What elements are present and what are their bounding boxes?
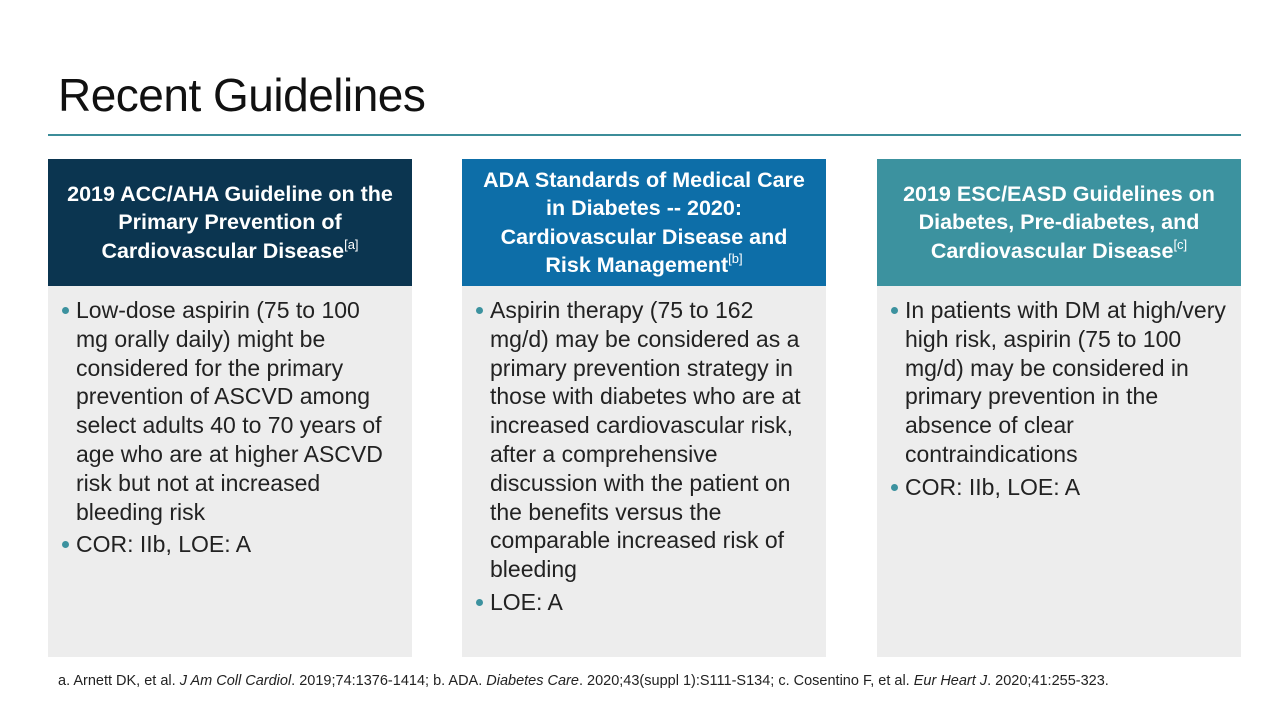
journal-name: J Am Coll Cardiol — [179, 673, 292, 689]
card-header: 2019 ACC/AHA Guideline on the Primary Pr… — [48, 159, 412, 286]
bullet-item: COR: IIb, LOE: A — [889, 473, 1227, 502]
bullet-dot-icon — [891, 307, 898, 314]
card-reference: [a] — [344, 236, 359, 252]
bullet-list: Low-dose aspirin (75 to 100 mg orally da… — [60, 296, 398, 559]
card-body: Aspirin therapy (75 to 162 mg/d) may be … — [462, 286, 826, 657]
references-footnote: a. Arnett DK, et al. J Am Coll Cardiol. … — [58, 671, 1218, 692]
card-header-text: 2019 ESC/EASD Guidelines on Diabetes, Pr… — [903, 181, 1215, 263]
bullet-item: Low-dose aspirin (75 to 100 mg orally da… — [60, 296, 398, 526]
guideline-card-ada: ADA Standards of Medical Care in Diabete… — [462, 159, 826, 657]
bullet-item: LOE: A — [474, 588, 812, 617]
card-header-text: 2019 ACC/AHA Guideline on the Primary Pr… — [67, 181, 393, 263]
title-divider — [48, 134, 1241, 136]
card-reference: [c] — [1173, 236, 1188, 252]
guideline-card-acc-aha: 2019 ACC/AHA Guideline on the Primary Pr… — [48, 159, 412, 657]
bullet-text: COR: IIb, LOE: A — [905, 473, 1081, 500]
bullet-text: Aspirin therapy (75 to 162 mg/d) may be … — [490, 297, 801, 583]
bullet-dot-icon — [62, 307, 69, 314]
footnote-text: . 2019;74:1376-1414; b. ADA. — [291, 673, 487, 689]
card-header-text: ADA Standards of Medical Care in Diabete… — [483, 167, 805, 278]
card-header: 2019 ESC/EASD Guidelines on Diabetes, Pr… — [877, 159, 1241, 286]
bullet-item: In patients with DM at high/very high ri… — [889, 296, 1227, 469]
bullet-list: In patients with DM at high/very high ri… — [889, 296, 1227, 502]
bullet-dot-icon — [476, 307, 483, 314]
journal-name: Diabetes Care — [486, 673, 579, 689]
card-body: Low-dose aspirin (75 to 100 mg orally da… — [48, 286, 412, 657]
footnote-text: . 2020;43(suppl 1):S111-S134; c. Cosenti… — [578, 673, 914, 689]
card-header: ADA Standards of Medical Care in Diabete… — [462, 159, 826, 286]
card-body: In patients with DM at high/very high ri… — [877, 286, 1241, 657]
bullet-dot-icon — [891, 483, 898, 491]
bullet-text: LOE: A — [490, 588, 563, 615]
card-reference: [b] — [728, 251, 743, 266]
slide-title: Recent Guidelines — [58, 69, 426, 121]
bullet-dot-icon — [62, 541, 69, 549]
journal-name: Eur Heart J — [913, 673, 988, 689]
bullet-text: Low-dose aspirin (75 to 100 mg orally da… — [76, 297, 383, 525]
bullet-item: COR: IIb, LOE: A — [60, 530, 398, 559]
bullet-dot-icon — [476, 598, 483, 606]
bullet-item: Aspirin therapy (75 to 162 mg/d) may be … — [474, 296, 812, 584]
bullet-text: COR: IIb, LOE: A — [76, 531, 252, 558]
guideline-card-esc-easd: 2019 ESC/EASD Guidelines on Diabetes, Pr… — [877, 159, 1241, 657]
footnote-text: . 2020;41:255-323. — [987, 673, 1109, 689]
bullet-list: Aspirin therapy (75 to 162 mg/d) may be … — [474, 296, 812, 617]
footnote-text: a. Arnett DK, et al. — [58, 673, 180, 689]
bullet-text: In patients with DM at high/very high ri… — [905, 297, 1226, 467]
